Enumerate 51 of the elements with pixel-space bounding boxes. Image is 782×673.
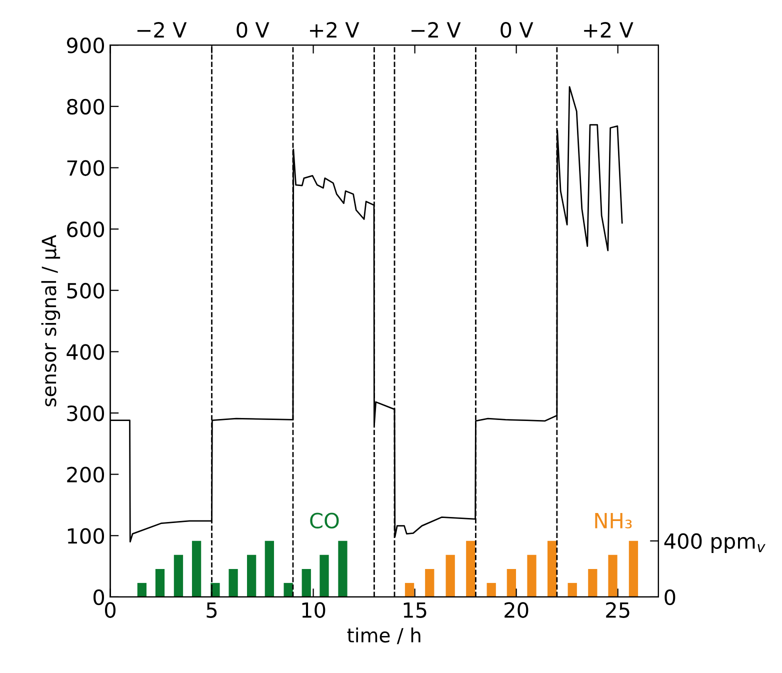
- bar: [338, 540, 348, 597]
- text: +2 V: [310, 22, 360, 38]
- bar: [320, 554, 329, 597]
- bar: [137, 582, 147, 597]
- text: −2 V: [137, 22, 187, 38]
- bar: [568, 582, 577, 597]
- bar: [192, 540, 202, 597]
- bar: [466, 540, 476, 597]
- x-tick-label: 25: [606, 602, 630, 618]
- x-tick-label: 20: [504, 602, 528, 618]
- y-axis-title: sensor signal / µA: [41, 234, 60, 406]
- y-tick-label: 900: [66, 38, 104, 54]
- y-tick-label: 400: [66, 344, 104, 360]
- x-tick-label: 0: [105, 602, 116, 618]
- y-tick-label: 100: [68, 528, 104, 544]
- x-tick-label: 10: [302, 602, 326, 618]
- y2-tick-label: 400 ppm$_{v}$: [664, 533, 766, 553]
- text: 0 V: [236, 22, 270, 38]
- bar: [506, 568, 516, 597]
- text: −2 V: [412, 22, 461, 38]
- x-tick-label: 15: [404, 602, 426, 618]
- bar: [486, 582, 496, 597]
- text: 0 V: [500, 22, 534, 38]
- bar: [588, 568, 598, 597]
- y-tick-label: 700: [67, 160, 104, 176]
- bar: [404, 582, 414, 597]
- series-label: NH₃: [595, 513, 632, 528]
- bar: [628, 540, 638, 597]
- bar: [264, 540, 274, 597]
- y-tick-label: 200: [67, 466, 104, 483]
- y-tick-label: 300: [67, 405, 104, 422]
- x-tick-label: 5: [206, 602, 217, 618]
- bar: [425, 568, 434, 597]
- bar: [284, 582, 293, 597]
- y-tick-label: 500: [67, 282, 104, 299]
- y-tick-label: 0: [94, 589, 104, 606]
- bar: [174, 554, 184, 597]
- bar: [446, 554, 455, 597]
- bar: [247, 554, 256, 597]
- bar: [302, 568, 311, 597]
- bar: [228, 568, 238, 597]
- y-tick-label: 600: [67, 221, 104, 238]
- text: +2 V: [584, 22, 634, 38]
- bar: [608, 554, 618, 597]
- bar: [155, 568, 165, 597]
- bar: [527, 554, 536, 597]
- x-axis-title: time / h: [347, 628, 420, 644]
- y2-tick-label: 0: [664, 589, 676, 606]
- y-tick-label: 800: [67, 98, 104, 115]
- series-label: CO: [310, 512, 339, 528]
- bar: [547, 540, 557, 597]
